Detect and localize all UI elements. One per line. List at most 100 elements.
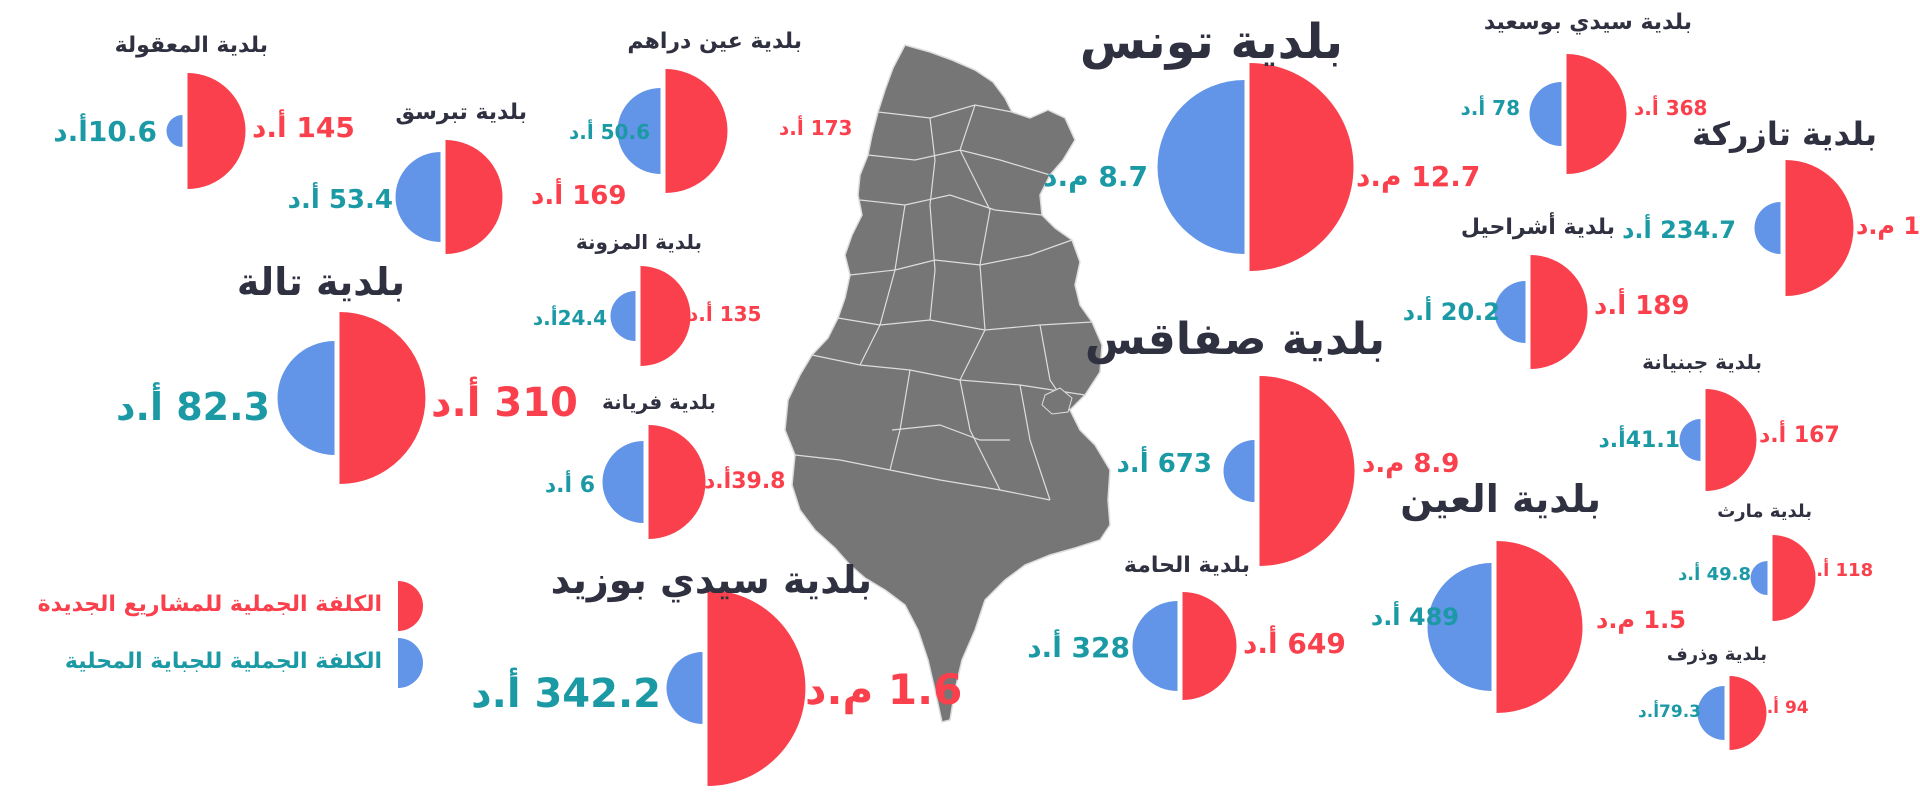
revenue-half-circle <box>602 441 644 523</box>
projects-half-circle <box>1530 255 1588 369</box>
projects-value-label: 94 أ.د <box>1758 697 1809 718</box>
projects-half-circle <box>1566 54 1627 174</box>
revenue-value-label: 79.3أ.د <box>1638 701 1701 722</box>
revenue-half-circle <box>1494 281 1526 343</box>
projects-value-label: 8.9 م.د <box>1362 449 1460 479</box>
municipality-title: بلدية وذرف <box>1666 644 1767 665</box>
municipality-title: بلدية مارث <box>1717 501 1812 522</box>
municipality-chart <box>1132 592 1237 700</box>
governorate-border <box>891 424 1010 441</box>
projects-value-label: 145 أ.د <box>252 111 355 144</box>
projects-half-circle <box>648 425 706 539</box>
municipality-title: بلدية الحامة <box>1123 553 1250 578</box>
revenue-value-label: 82.3 أ.د <box>116 385 270 429</box>
governorate-border <box>959 104 991 381</box>
revenue-half-circle <box>277 341 335 455</box>
projects-value-label: 135 أ.د <box>688 302 762 326</box>
governorate-border <box>811 354 1086 396</box>
revenue-half-circle <box>395 152 441 242</box>
municipality-title: بلدية تالة <box>236 260 405 304</box>
djerba-island <box>1041 387 1073 415</box>
projects-value-label: 649 أ.د <box>1243 627 1346 660</box>
governorate-border <box>837 317 1093 331</box>
revenue-value-label: 8.7 م.د <box>1043 160 1148 193</box>
municipality-title: بلدية تبرسق <box>395 100 527 125</box>
governorate-border <box>859 194 1043 216</box>
revenue-half-circle <box>1223 440 1255 502</box>
governorate-border <box>794 454 1051 501</box>
municipality-chart <box>166 73 246 189</box>
revenue-half-circle <box>1697 686 1725 740</box>
governorate-border <box>929 117 936 321</box>
municipality-chart <box>277 312 426 484</box>
municipality-title: بلدية تازركة <box>1691 115 1877 153</box>
tunisia-country-shape <box>784 44 1111 723</box>
revenue-value-label: 6 أ.د <box>544 473 595 498</box>
municipality-title: بلدية المعقولة <box>114 33 268 58</box>
governorate-border <box>889 369 911 471</box>
projects-half-circle <box>707 590 806 786</box>
projects-half-circle <box>1729 676 1767 750</box>
projects-half-circle <box>640 266 691 366</box>
revenue-half-circle <box>166 115 183 147</box>
governorate-border <box>877 104 1013 119</box>
projects-value-label: 189 أ.د <box>1594 291 1690 321</box>
legend-revenue-label: الكلفة الجملية للجباية المحلية <box>64 649 382 674</box>
governorate-border <box>959 379 1001 491</box>
municipality-title: بلدية صفاقس <box>1084 314 1385 365</box>
municipality-title: بلدية المزونة <box>575 230 702 254</box>
municipality-title: بلدية سيدي بوزيد <box>550 558 872 602</box>
revenue-value-label: 53.4 أ.د <box>287 185 393 215</box>
municipality-title: بلدية فريانة <box>601 390 716 414</box>
revenue-value-label: 50.6 أ.د <box>568 120 650 144</box>
projects-value-label: 12.7 م.د <box>1356 160 1481 193</box>
revenue-half-circle <box>1529 82 1562 146</box>
revenue-half-circle <box>610 291 636 341</box>
projects-half-circle <box>187 73 246 189</box>
municipality-chart <box>666 590 806 786</box>
municipality-chart <box>1529 54 1627 174</box>
revenue-half-circle <box>1750 561 1768 595</box>
municipality-chart <box>1223 376 1355 566</box>
projects-half-circle <box>1182 592 1237 700</box>
projects-value-label: 368 أ.د <box>1634 96 1708 120</box>
revenue-half-circle <box>1754 202 1781 254</box>
projects-value-label: 167 أ.د <box>1759 423 1840 448</box>
municipality-chart <box>602 425 706 539</box>
revenue-value-label: 328 أ.د <box>1027 631 1130 664</box>
revenue-half-circle <box>1132 601 1178 691</box>
projects-value-label: 118 أ.د <box>1807 560 1874 581</box>
projects-value-label: 173 أ.د <box>779 116 853 140</box>
projects-value-label: 1.6 م.د <box>805 665 963 714</box>
projects-half-circle <box>1705 389 1757 491</box>
municipality-chart <box>617 69 728 193</box>
revenue-half-circle <box>1157 80 1245 254</box>
projects-value-label: 169 أ.د <box>531 181 627 211</box>
projects-half-circle <box>1496 541 1583 713</box>
municipality-title: بلدية أشراحيل <box>1460 215 1615 240</box>
governorate-border <box>849 239 1073 276</box>
revenue-value-label: 78 أ.د <box>1460 96 1520 120</box>
municipality-title: بلدية العين <box>1400 477 1601 521</box>
projects-half-circle <box>1249 63 1354 271</box>
municipality-chart <box>1427 541 1583 713</box>
projects-half-circle <box>445 140 503 254</box>
revenue-half-circle <box>617 88 661 174</box>
revenue-value-label: 49.8 أ.د <box>1678 564 1751 585</box>
municipality-chart <box>1697 676 1767 750</box>
projects-value-label: 310 أ.د <box>431 380 578 426</box>
revenue-value-label: 24.4أ.د <box>532 306 607 330</box>
projects-half-circle <box>1785 160 1854 296</box>
revenue-half-circle <box>666 652 703 724</box>
projects-value-label: 39.8أ.د <box>704 469 786 494</box>
revenue-value-label: 489 أ.د <box>1370 603 1459 631</box>
governorate-border <box>1019 384 1051 501</box>
municipality-title: بلدية سيدي بوسعيد <box>1483 10 1692 35</box>
revenue-half-circle <box>1679 419 1701 461</box>
revenue-value-label: 673 أ.د <box>1116 449 1212 479</box>
projects-half-circle <box>1772 535 1816 621</box>
revenue-value-label: 342.2 أ.د <box>471 671 661 717</box>
projects-value-label: 1 م.د <box>1856 212 1920 240</box>
projects-half-circle <box>339 312 426 484</box>
